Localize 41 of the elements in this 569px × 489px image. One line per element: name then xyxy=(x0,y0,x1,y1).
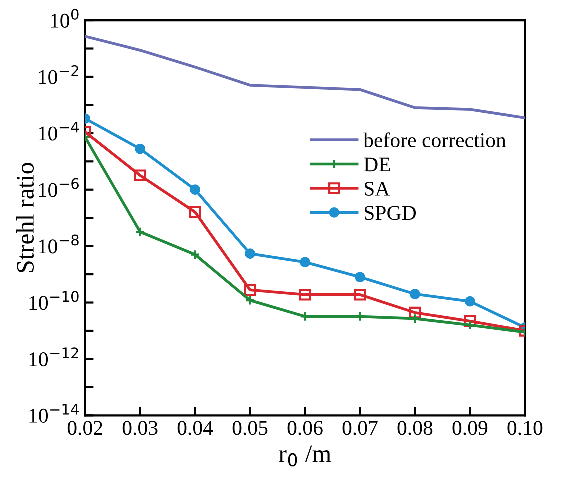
point xyxy=(190,184,201,196)
x-tick-label: 0.03 xyxy=(122,421,158,436)
point xyxy=(135,144,146,154)
x-tick-label: 0.04 xyxy=(178,421,214,436)
y-tick-label: 10$^{−2}$ xyxy=(39,65,78,84)
point xyxy=(189,206,202,218)
point xyxy=(245,295,256,306)
x-tick-label: 0.10 xyxy=(508,421,543,436)
point xyxy=(410,289,420,300)
y-tick-label: 10$^{−10}$ xyxy=(30,291,79,310)
point xyxy=(244,284,256,296)
point xyxy=(464,320,476,330)
point xyxy=(299,288,312,301)
x-tick-label: 0.09 xyxy=(452,421,488,436)
legend-label: before correction xyxy=(364,132,506,148)
x-tick-label: 0.08 xyxy=(398,421,433,436)
point xyxy=(464,296,476,307)
y-tick-label: 10$^{−12}$ xyxy=(30,348,78,367)
x-tick-label: 0.07 xyxy=(342,421,378,436)
point xyxy=(355,272,366,282)
legend-label: SPGD xyxy=(364,206,416,220)
y-tick-label: 10$^{0}$ xyxy=(51,8,79,28)
point xyxy=(409,306,422,319)
point xyxy=(245,248,256,260)
point xyxy=(135,226,146,238)
point xyxy=(134,170,146,182)
x-axis-title: r$_{0}$ /m xyxy=(279,446,332,467)
point xyxy=(300,257,310,268)
y-tick-label: 10$^{−8}$ xyxy=(39,234,79,254)
line-series xyxy=(85,35,526,120)
x-tick-label: 0.05 xyxy=(232,421,268,436)
legend-label: DE xyxy=(364,158,390,172)
x-tick-label: 0.06 xyxy=(288,421,323,436)
point xyxy=(190,250,201,260)
x-tick-label: 0.02 xyxy=(68,421,102,436)
y-axis-title: Strehl ratio xyxy=(16,163,34,272)
legend-label: SA xyxy=(364,182,390,196)
y-tick-label: 10$^{−6}$ xyxy=(39,178,79,198)
point xyxy=(464,315,476,328)
y-tick-label: 10$^{−4}$ xyxy=(39,122,80,141)
point xyxy=(354,288,366,301)
